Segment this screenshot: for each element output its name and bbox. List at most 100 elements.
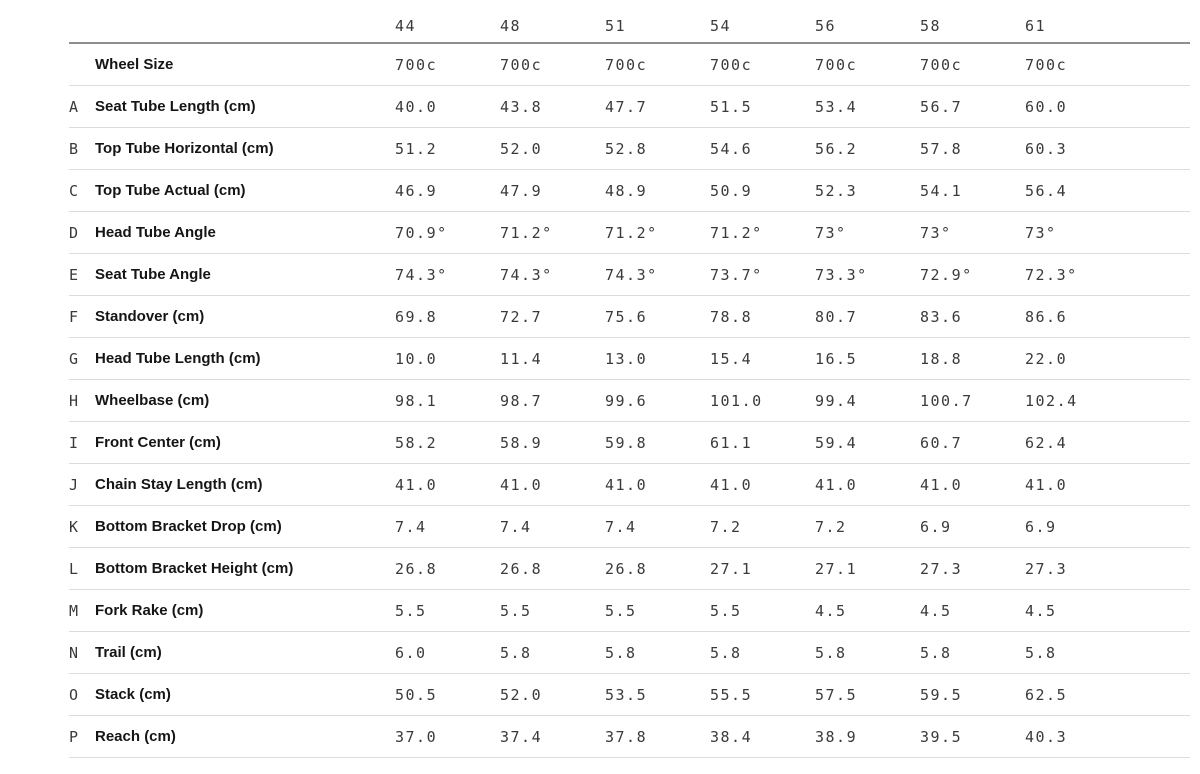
row-label: Fork Rake (cm) <box>95 589 395 632</box>
table-row: Wheel Size 700c 700c 700c 700c 700c 700c 700c <box>69 43 1190 86</box>
cell-value: 37.8 <box>605 715 710 758</box>
cell-value: 4.5 <box>1025 589 1190 632</box>
cell-value: 73.7° <box>710 253 815 296</box>
size-column-header: 56 <box>815 9 920 44</box>
cell-value: 47.7 <box>605 85 710 128</box>
row-label: Wheelbase (cm) <box>95 379 395 422</box>
cell-value: 70.9° <box>395 211 500 254</box>
cell-value: 37.0 <box>395 715 500 758</box>
cell-value: 40.0 <box>395 85 500 128</box>
cell-value: 5.5 <box>395 589 500 632</box>
cell-value: 78.8 <box>710 295 815 338</box>
table-row: F Standover (cm) 69.8 72.7 75.6 78.8 80.7 83.6 8… <box>69 295 1190 338</box>
cell-value: 41.0 <box>920 463 1025 506</box>
cell-value: 6.9 <box>1025 505 1190 548</box>
size-column-header: 48 <box>500 9 605 44</box>
cell-value: 60.7 <box>920 421 1025 464</box>
corner-spacer-letter <box>69 9 95 44</box>
cell-value: 54.1 <box>920 169 1025 212</box>
cell-value: 4.5 <box>815 589 920 632</box>
cell-value: 15.4 <box>710 337 815 380</box>
cell-value: 62.4 <box>1025 421 1190 464</box>
cell-value: 13.0 <box>605 337 710 380</box>
table-row: I Front Center (cm) 58.2 58.9 59.8 61.1 59.4 60… <box>69 421 1190 464</box>
table-row: J Chain Stay Length (cm) 41.0 41.0 41.0 41.0 4… <box>69 463 1190 506</box>
row-letter: F <box>69 295 95 338</box>
geometry-page: 44 48 51 54 56 58 61 Wheel Size 700c 700c 700c 700… <box>69 9 1190 758</box>
cell-value: 46.9 <box>395 169 500 212</box>
cell-value: 74.3° <box>395 253 500 296</box>
row-label: Chain Stay Length (cm) <box>95 463 395 506</box>
cell-value: 40.3 <box>1025 715 1190 758</box>
cell-value: 5.8 <box>710 631 815 674</box>
cell-value: 71.2° <box>500 211 605 254</box>
cell-value: 59.4 <box>815 421 920 464</box>
cell-value: 41.0 <box>605 463 710 506</box>
geometry-table-body: Wheel Size 700c 700c 700c 700c 700c 700c 700c A S… <box>69 43 1190 758</box>
row-label: Head Tube Angle <box>95 211 395 254</box>
cell-value: 80.7 <box>815 295 920 338</box>
cell-value: 72.3° <box>1025 253 1190 296</box>
cell-value: 47.9 <box>500 169 605 212</box>
row-letter: E <box>69 253 95 296</box>
row-label: Wheel Size <box>95 43 395 86</box>
row-label: Stack (cm) <box>95 673 395 716</box>
cell-value: 56.4 <box>1025 169 1190 212</box>
cell-value: 7.2 <box>815 505 920 548</box>
cell-value: 62.5 <box>1025 673 1190 716</box>
table-row: K Bottom Bracket Drop (cm) 7.4 7.4 7.4 7.2 7.2… <box>69 505 1190 548</box>
cell-value: 59.5 <box>920 673 1025 716</box>
cell-value: 38.9 <box>815 715 920 758</box>
cell-value: 5.8 <box>1025 631 1190 674</box>
cell-value: 98.1 <box>395 379 500 422</box>
cell-value: 41.0 <box>710 463 815 506</box>
cell-value: 86.6 <box>1025 295 1190 338</box>
cell-value: 69.8 <box>395 295 500 338</box>
corner-spacer-label <box>95 9 395 44</box>
geometry-table: 44 48 51 54 56 58 61 Wheel Size 700c 700c 700c 700… <box>69 9 1190 758</box>
table-row: B Top Tube Horizontal (cm) 51.2 52.0 52.8 54.… <box>69 127 1190 170</box>
row-letter: O <box>69 673 95 716</box>
row-label: Seat Tube Length (cm) <box>95 85 395 128</box>
cell-value: 61.1 <box>710 421 815 464</box>
cell-value: 6.9 <box>920 505 1025 548</box>
cell-value: 54.6 <box>710 127 815 170</box>
row-label: Top Tube Actual (cm) <box>95 169 395 212</box>
cell-value: 5.5 <box>710 589 815 632</box>
cell-value: 98.7 <box>500 379 605 422</box>
cell-value: 27.1 <box>710 547 815 590</box>
cell-value: 41.0 <box>1025 463 1190 506</box>
row-label: Front Center (cm) <box>95 421 395 464</box>
cell-value: 5.8 <box>815 631 920 674</box>
cell-value: 26.8 <box>395 547 500 590</box>
row-label: Standover (cm) <box>95 295 395 338</box>
cell-value: 51.2 <box>395 127 500 170</box>
cell-value: 18.8 <box>920 337 1025 380</box>
table-row: L Bottom Bracket Height (cm) 26.8 26.8 26.8 2… <box>69 547 1190 590</box>
cell-value: 71.2° <box>605 211 710 254</box>
cell-value: 60.3 <box>1025 127 1190 170</box>
row-letter: A <box>69 85 95 128</box>
table-row: O Stack (cm) 50.5 52.0 53.5 55.5 57.5 59.5 62.5 <box>69 673 1190 716</box>
cell-value: 700c <box>1025 43 1190 86</box>
row-letter: C <box>69 169 95 212</box>
cell-value: 56.7 <box>920 85 1025 128</box>
cell-value: 5.5 <box>500 589 605 632</box>
cell-value: 27.3 <box>1025 547 1190 590</box>
cell-value: 75.6 <box>605 295 710 338</box>
row-label: Trail (cm) <box>95 631 395 674</box>
cell-value: 7.4 <box>395 505 500 548</box>
cell-value: 53.4 <box>815 85 920 128</box>
row-letter: K <box>69 505 95 548</box>
cell-value: 16.5 <box>815 337 920 380</box>
cell-value: 57.5 <box>815 673 920 716</box>
cell-value: 52.0 <box>500 127 605 170</box>
row-letter: M <box>69 589 95 632</box>
cell-value: 700c <box>500 43 605 86</box>
cell-value: 700c <box>920 43 1025 86</box>
size-header-row: 44 48 51 54 56 58 61 <box>69 9 1190 44</box>
cell-value: 52.3 <box>815 169 920 212</box>
size-column-header: 44 <box>395 9 500 44</box>
cell-value: 5.8 <box>920 631 1025 674</box>
row-letter: B <box>69 127 95 170</box>
